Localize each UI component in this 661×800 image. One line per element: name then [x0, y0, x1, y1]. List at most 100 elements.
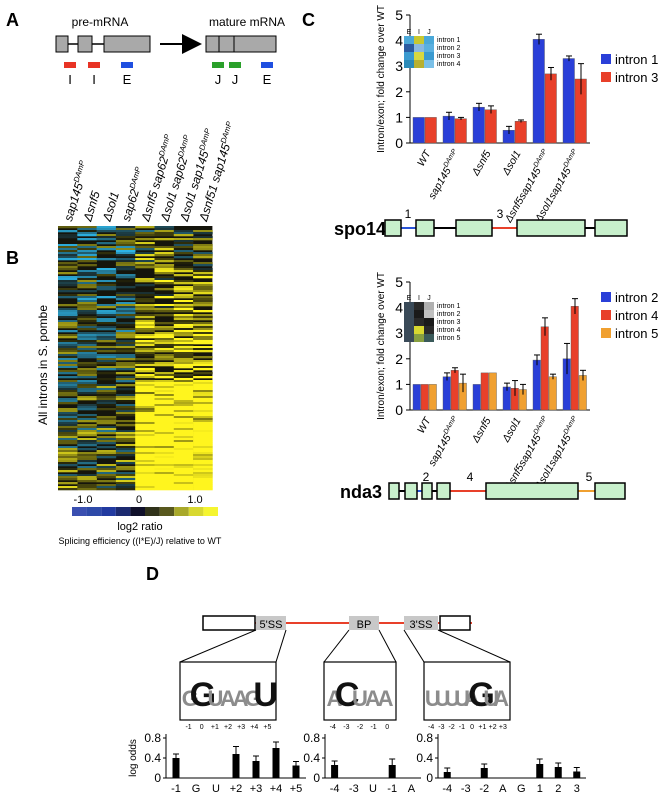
logo-axis-0-1: 0 [200, 724, 204, 731]
heatmap-cell [193, 398, 213, 401]
heatmap-cell [135, 298, 155, 301]
heatmap-cell [154, 342, 175, 345]
heatmap-cell [154, 252, 175, 255]
heatmap-cell [115, 228, 136, 231]
heatmap-cell [135, 432, 155, 435]
heatmap-cell [77, 478, 97, 481]
heatmap-cell [154, 404, 175, 407]
heatmap-cell [193, 466, 213, 469]
heatmap-cell [193, 244, 213, 247]
heatmap-cell [58, 390, 78, 393]
heatmap-cell [58, 440, 78, 443]
spo14-inset-cell-0-0 [404, 36, 414, 44]
nda3-inset-cell-4-2 [424, 334, 434, 342]
heatmap-cell [115, 244, 136, 247]
heatmap-cell [193, 254, 213, 257]
nda3-legend-swatch-0 [601, 292, 611, 302]
heatmap-cell [115, 404, 136, 407]
heatmap-cell [135, 444, 155, 447]
heatmap-cell [193, 406, 213, 409]
d-3ss-ytick-label-0: 0 [426, 771, 433, 785]
scale-swatch-1 [86, 507, 102, 516]
heatmap-cell [135, 398, 155, 401]
heatmap-col-label-0-sup: DAmP [72, 159, 87, 184]
heatmap-cell [58, 458, 78, 461]
spo14-bar-4-0 [532, 39, 545, 144]
d-bp-bar-3 [388, 765, 396, 778]
heatmap-cell [154, 364, 175, 367]
probe-exon [121, 62, 133, 68]
spo14-cat-1-sup: DAmP [442, 148, 458, 169]
heatmap-cell [173, 270, 194, 273]
heatmap-cell [58, 408, 78, 411]
heatmap-cell [135, 386, 155, 389]
heatmap-cell [58, 434, 78, 437]
heatmap-cell [135, 478, 155, 481]
heatmap-cell [154, 390, 175, 393]
heatmap-cell [154, 398, 175, 401]
heatmap-cell [173, 232, 194, 235]
heatmap-cell [135, 254, 155, 257]
heatmap-cell [154, 232, 175, 235]
heatmap-cell [115, 460, 136, 463]
heatmap-cell [115, 430, 136, 433]
heatmap-cell [135, 328, 155, 331]
heatmap-cell [115, 328, 136, 331]
d-5ss-cat-4: +3 [250, 783, 263, 795]
heatmap-cell [96, 454, 117, 457]
heatmap-cell [154, 452, 175, 455]
heatmap-cell [58, 252, 78, 255]
heatmap-cell [154, 356, 175, 359]
heatmap-cell [96, 314, 117, 317]
heatmap-cell [154, 482, 175, 485]
heatmap-cell [96, 348, 117, 351]
heatmap-cell [154, 310, 175, 313]
heatmap-cell [115, 232, 136, 235]
heatmap-cell [96, 236, 117, 239]
heatmap-cell [96, 272, 117, 275]
spo14-bar-1-1 [454, 118, 467, 144]
logo-letter-2-6: U [483, 686, 499, 711]
heatmap-cell [77, 348, 97, 351]
heatmap-cell [58, 448, 78, 451]
heatmap-cell [115, 314, 136, 317]
heatmap-cell [115, 264, 136, 267]
nda3-ytick-label-5: 5 [395, 274, 403, 290]
nda3-bar-1-0 [442, 376, 451, 411]
heatmap-cell [193, 272, 213, 275]
site-label-0: 5'SS [260, 619, 283, 631]
heatmap-cell [173, 346, 194, 349]
heatmap-cell [115, 298, 136, 301]
heatmap-cell [173, 366, 194, 369]
heatmap-cell [154, 278, 175, 281]
heatmap-cell [154, 258, 175, 261]
logo-connector-right-0 [275, 629, 287, 663]
spo14-legend-swatch-1 [601, 72, 611, 82]
spo14-inset-col-0: E [407, 29, 412, 36]
heatmap-cell [173, 432, 194, 435]
heatmap-cell [77, 368, 97, 371]
heatmap [58, 226, 213, 491]
nda3-bar-4-2 [548, 376, 557, 411]
heatmap-cell [115, 240, 136, 243]
heatmap-cell [173, 478, 194, 481]
d-5ss-ytick-label-1: 0.4 [144, 751, 161, 765]
heatmap-cell [58, 438, 78, 441]
heatmap-cell [173, 412, 194, 415]
heatmap-cell [173, 408, 194, 411]
heatmap-cell [96, 322, 117, 325]
heatmap-cell [96, 356, 117, 359]
heatmap-cell [58, 344, 78, 347]
heatmap-cell [154, 294, 175, 297]
probe-intron-2 [88, 62, 100, 68]
heatmap-cell [77, 418, 97, 421]
nda3-bar-2-0 [472, 384, 481, 411]
heatmap-cell [115, 354, 136, 357]
nda3-bar-4-0 [532, 359, 541, 411]
panel-label-c: C [302, 10, 315, 30]
heatmap-col-label-7-sup: DAmP [219, 120, 234, 145]
heatmap-cell [115, 286, 136, 289]
heatmap-cell [96, 464, 117, 467]
heatmap-cell [96, 358, 117, 361]
